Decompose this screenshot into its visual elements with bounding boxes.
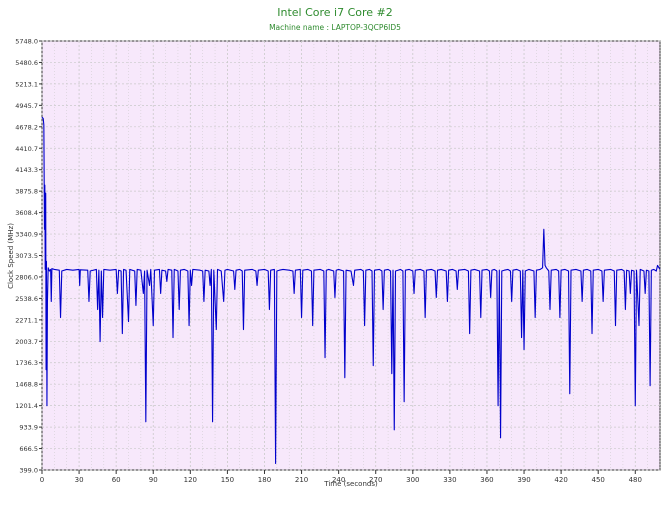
y-tick-label: 666.5 — [19, 445, 38, 453]
grid — [41, 40, 661, 471]
x-tick-label: 180 — [258, 476, 271, 484]
x-tick-label: 450 — [592, 476, 605, 484]
y-tick-label: 5480.6 — [15, 59, 38, 67]
y-tick-label: 4410.7 — [15, 145, 38, 153]
x-tick-label: 90 — [149, 476, 158, 484]
y-tick-label: 4143.3 — [15, 166, 38, 174]
y-tick-label: 1468.8 — [15, 381, 38, 389]
x-tick-label: 390 — [517, 476, 530, 484]
y-tick-label: 2538.6 — [15, 295, 38, 303]
y-tick-label: 2003.7 — [15, 338, 38, 346]
x-tick-label: 300 — [406, 476, 419, 484]
x-tick-label: 420 — [554, 476, 567, 484]
x-tick-label: 360 — [480, 476, 493, 484]
y-tick-label: 399.0 — [19, 467, 38, 475]
y-tick-label: 3608.4 — [15, 209, 38, 217]
x-tick-label: 150 — [221, 476, 234, 484]
x-tick-label: 330 — [443, 476, 456, 484]
chart-subtitle: Machine name : LAPTOP-3QCP6ID5 — [269, 23, 401, 32]
axis-ticks: 0 30 60 90 120 150 180 210 240 270 300 330 360 390 420… — [15, 38, 642, 485]
y-tick-label: 1201.4 — [15, 402, 38, 410]
y-tick-label: 3340.9 — [15, 231, 38, 239]
x-tick-label: 30 — [75, 476, 84, 484]
x-tick-label: 0 — [40, 476, 44, 484]
y-tick-label: 2806.0 — [15, 273, 38, 281]
x-tick-label: 480 — [629, 476, 642, 484]
y-tick-label: 3875.8 — [15, 188, 38, 196]
x-tick-label: 210 — [295, 476, 308, 484]
series-line — [41, 116, 661, 465]
y-axis-label: Clock Speed (MHz) — [7, 223, 15, 289]
chart-title: Intel Core i7 Core #2 — [277, 6, 393, 19]
x-tick-label: 120 — [184, 476, 197, 484]
y-tick-label: 4945.7 — [15, 102, 38, 110]
y-tick-label: 2271.1 — [15, 316, 38, 324]
x-axis-label: Time (seconds) — [323, 480, 378, 488]
y-tick-label: 3073.5 — [15, 252, 38, 260]
x-tick-label: 60 — [112, 476, 121, 484]
y-tick-label: 5213.1 — [15, 80, 38, 88]
y-tick-label: 4678.2 — [15, 123, 38, 131]
y-tick-label: 5748.0 — [15, 38, 38, 46]
series-layer — [41, 116, 661, 465]
x-tick-label: 240 — [332, 476, 345, 484]
y-tick-label: 933.9 — [19, 424, 38, 432]
y-tick-label: 1736.3 — [15, 359, 38, 367]
x-tick-label: 270 — [369, 476, 382, 484]
